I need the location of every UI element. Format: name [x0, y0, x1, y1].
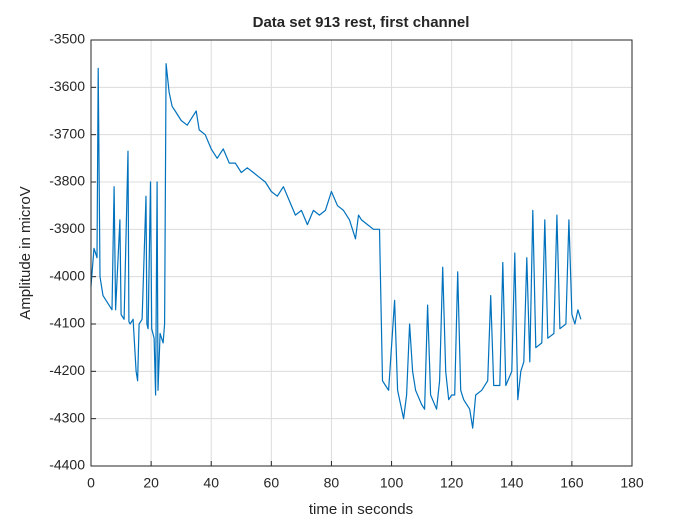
x-tick-label: 60	[264, 475, 280, 491]
x-tick-label: 40	[203, 475, 219, 491]
x-tick-label: 160	[560, 475, 584, 491]
y-tick-label: -4300	[49, 409, 85, 425]
x-tick-label: 140	[500, 475, 524, 491]
data-line	[90, 63, 582, 429]
x-tick-label: 100	[380, 475, 404, 491]
y-tick-label: -4400	[49, 457, 85, 473]
y-tick-label: -4200	[49, 362, 85, 378]
y-tick-label: -4100	[49, 315, 85, 331]
y-axis-label: Amplitude in microV	[17, 186, 34, 319]
x-tick-label: 120	[440, 475, 464, 491]
y-tick-label: -3700	[49, 125, 85, 141]
y-tick-label: -4000	[49, 267, 85, 283]
y-tick-label: -3900	[49, 220, 85, 236]
plot-frame	[90, 39, 633, 467]
chart-title: Data set 913 rest, first channel	[253, 14, 470, 31]
y-tick-label: -3500	[49, 31, 85, 47]
x-tick-label: 0	[87, 475, 95, 491]
y-tick-label: -3800	[49, 173, 85, 189]
x-tick-label: 20	[143, 475, 159, 491]
y-tick-label: -3600	[49, 78, 85, 94]
x-tick-label: 80	[324, 475, 340, 491]
x-axis-label: time in seconds	[309, 501, 413, 518]
x-tick-label: 180	[620, 475, 644, 491]
